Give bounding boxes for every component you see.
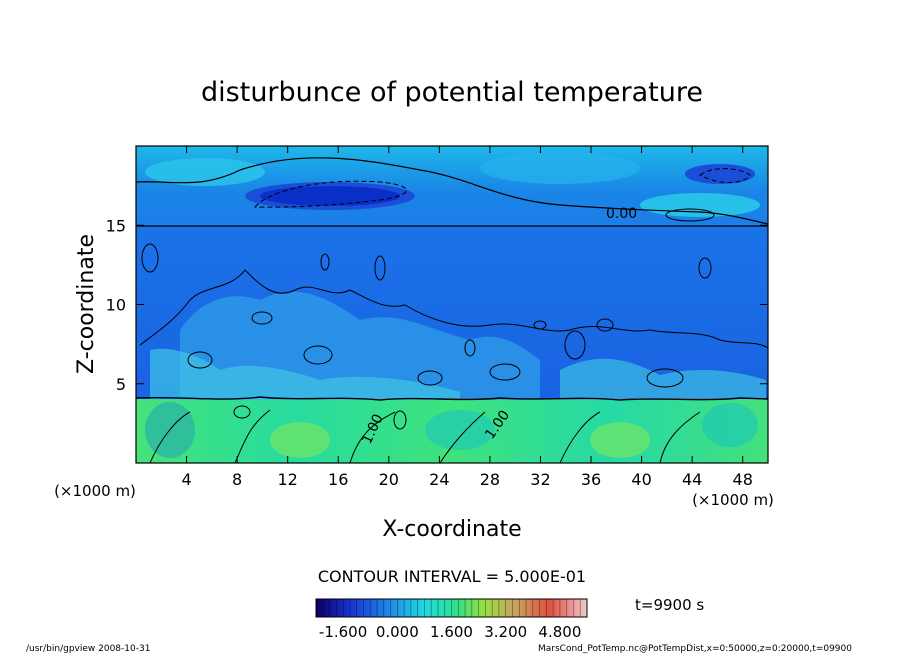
contour-mid-turbulent: [139, 269, 768, 349]
colorbar-tick-label: 4.800: [538, 623, 581, 641]
mid-patch: [560, 358, 766, 400]
y-axis-unit: (×1000 m): [54, 482, 136, 500]
warm-patch: [425, 410, 495, 450]
x-tick-label: 36: [581, 470, 601, 489]
x-tick-label: 28: [480, 470, 500, 489]
contour-dashed-core: [253, 180, 407, 208]
x-tick-label: 16: [328, 470, 348, 489]
contour-warm: [149, 409, 701, 463]
plot-field: [136, 146, 768, 463]
colorbar-tick-label: 3.200: [484, 623, 527, 641]
x-tick-label: 40: [631, 470, 651, 489]
warm-patch: [590, 422, 650, 458]
x-axis-ticks: 4 8 12 16 20 24 28 32 36 40 44 48: [181, 146, 753, 489]
x-tick-label: 4: [181, 470, 191, 489]
upper-patch: [480, 152, 640, 184]
y-tick-label: 10: [106, 296, 126, 315]
colorbar-stripes: [322, 599, 581, 617]
contour-interval: CONTOUR INTERVAL = 5.000E-01: [318, 567, 586, 586]
colorbar: -1.600 0.000 1.600 3.200 4.800: [315, 598, 588, 641]
x-tick-label: 48: [733, 470, 753, 489]
warm-patch: [702, 403, 758, 447]
time-stamp: t=9900 s: [635, 596, 704, 614]
cold-core: [685, 164, 755, 184]
mid-patch: [150, 348, 460, 400]
x-axis-label: X-coordinate: [382, 517, 521, 542]
footer-right: MarsCond_PotTemp.nc@PotTempDist,x=0:5000…: [538, 644, 852, 654]
upper-layer-field: [136, 146, 768, 234]
contour-zero-upper: [136, 157, 768, 225]
y-axis-label: Z-coordinate: [74, 234, 99, 374]
x-tick-label: 8: [232, 470, 242, 489]
x-tick-label: 20: [379, 470, 399, 489]
y-tick-label: 5: [116, 375, 126, 394]
footer-left: /usr/bin/gpview 2008-10-31: [26, 644, 150, 654]
colorbar-tick-label: -1.600: [319, 623, 367, 641]
x-tick-label: 32: [530, 470, 550, 489]
x-tick-label: 44: [682, 470, 702, 489]
contour-label: 0.00: [606, 206, 637, 222]
cold-core: [260, 186, 400, 206]
colorbar-tick-label: 1.600: [430, 623, 473, 641]
colorbar-ticks: -1.600 0.000 1.600 3.200 4.800: [319, 623, 581, 641]
upper-patch: [145, 158, 265, 186]
x-tick-label: 12: [278, 470, 298, 489]
warm-patch: [270, 422, 330, 458]
y-axis-ticks: 5 10 15: [106, 216, 768, 394]
x-axis-unit: (×1000 m): [692, 491, 774, 509]
contour-dashed-core: [699, 168, 751, 183]
x-tick-label: 24: [429, 470, 449, 489]
contour-blobs: [141, 208, 715, 430]
colorbar-tick-label: 0.000: [376, 623, 419, 641]
y-tick-label: 15: [106, 216, 126, 235]
chart-title: disturbunce of potential temperature: [201, 77, 703, 108]
upper-patch: [640, 193, 760, 217]
contour-boundary: [136, 396, 768, 401]
